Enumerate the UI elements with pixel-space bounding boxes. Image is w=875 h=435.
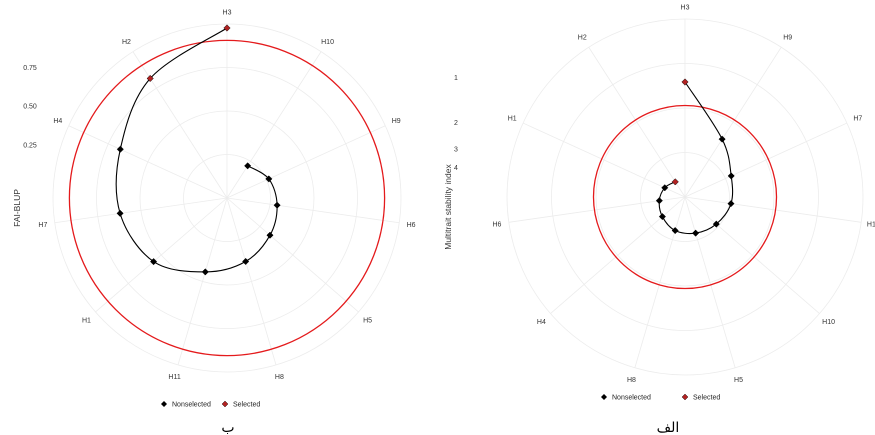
chart1-data-point-h4 [658, 213, 666, 221]
chart1-category-label: H4 [537, 319, 546, 326]
chart1-caption: الف [657, 420, 680, 435]
chart0-spoke-10 [132, 51, 228, 199]
chart0-category-label: H8 [275, 374, 284, 381]
chart0-series-line [115, 27, 278, 273]
chart1-category-label: H5 [734, 377, 743, 384]
chart0-legend-nonselected: Nonselected [172, 402, 211, 409]
chart1-spoke-3 [684, 196, 862, 223]
chart1-data-point-h7 [727, 172, 735, 180]
chart0-legend-marker-selected [221, 400, 229, 408]
chart0-category-label: H7 [38, 222, 47, 229]
chart1-legend-selected: Selected [693, 395, 720, 402]
chart1-category-label: H10 [822, 319, 835, 326]
chart1-y-tick-label: 2 [454, 120, 458, 127]
chart0-selected-point-h3 [223, 24, 231, 32]
chart0-spoke-7 [95, 197, 228, 313]
chart1-category-label: H9 [783, 35, 792, 42]
chart1-category-label: H8 [627, 377, 636, 384]
chart1-category-label: H7 [853, 116, 862, 123]
chart0-category-label: H9 [392, 118, 401, 125]
chart1-category-label: H3 [681, 5, 690, 12]
chart1-spoke-8 [508, 196, 686, 223]
chart1-y-tick-label: 4 [454, 165, 458, 172]
chart0-data-point-h7 [116, 209, 124, 217]
chart1-spoke-10 [588, 47, 686, 198]
chart1-selected-point-h3 [681, 78, 689, 86]
chart0-category-label: H6 [407, 222, 416, 229]
chart0-data-point-h9 [265, 175, 273, 183]
chart0-data-point-h1 [150, 258, 158, 266]
chart1-data-point-h6 [655, 197, 663, 205]
chart1-selection-threshold-circle [592, 104, 778, 290]
chart0-spoke-9 [68, 125, 228, 199]
chart0-category-label: H3 [223, 10, 232, 17]
chart1-spoke-5 [684, 196, 736, 368]
chart1-data-point-h11 [727, 200, 735, 208]
chart1-data-point-h10 [712, 220, 720, 228]
chart0-legend-selected: Selected [233, 402, 260, 409]
chart1-category-label: H6 [492, 222, 501, 229]
chart0-data-point-h11 [201, 268, 209, 276]
chart1-legend-nonselected: Nonselected [612, 395, 651, 402]
chart1-selected-point-h2 [671, 178, 679, 186]
chart0-spoke-8 [54, 197, 228, 224]
chart1-y-axis-title: Multitrait stability index [443, 164, 453, 250]
chart0-category-label: H10 [321, 39, 334, 46]
chart0-spoke-2 [226, 125, 386, 199]
chart1-category-label: H2 [578, 35, 587, 42]
chart0-category-label: H2 [122, 39, 131, 46]
chart0-category-label: H11 [168, 374, 180, 381]
chart1-spoke-1 [684, 47, 782, 198]
chart1-category-label: H1 [508, 116, 517, 123]
chart0-selection-threshold-circle [68, 39, 386, 357]
chart1-spoke-7 [550, 196, 686, 314]
chart0-y-tick-label: 0.75 [23, 65, 37, 72]
chart0-y-axis-title: FAI-BLUP [12, 189, 22, 227]
chart1-y-tick-label: 3 [454, 146, 458, 153]
chart0-data-point-h10 [244, 162, 252, 170]
chart1-series-line [658, 81, 734, 235]
chart1-data-point-h9 [718, 135, 726, 143]
chart1-legend-marker-nonselected [601, 394, 607, 400]
chart1-category-label: H11 [867, 222, 875, 229]
chart1-data-point-h1 [661, 184, 669, 192]
chart1-y-tick-label: 1 [454, 75, 458, 82]
chart0-data-point-h6 [273, 201, 281, 209]
chart0-spoke-6 [177, 197, 228, 366]
chart1-spoke-2 [684, 122, 848, 198]
chart1-spoke-6 [634, 196, 686, 368]
chart1-data-point-h5 [692, 229, 700, 237]
chart0-caption: ب [221, 420, 234, 435]
chart0-data-point-h4 [116, 145, 124, 153]
chart0-spoke-3 [226, 197, 400, 224]
chart0-selected-point-h2 [146, 74, 154, 83]
chart0-category-label: H1 [82, 317, 91, 324]
chart0-data-point-h8 [242, 257, 250, 266]
chart0-spoke-1 [226, 51, 322, 199]
chart1-data-point-h8 [671, 226, 679, 235]
chart0-data-point-h5 [266, 231, 274, 239]
chart0-category-label: H5 [363, 317, 372, 324]
chart0-spoke-4 [226, 197, 359, 313]
chart0-spoke-5 [226, 197, 277, 366]
chart0-category-label: H4 [53, 118, 62, 125]
chart1-spoke-9 [522, 122, 686, 198]
chart0-y-tick-label: 0.50 [23, 104, 37, 111]
chart0-legend-marker-nonselected [161, 401, 167, 407]
chart1-spoke-4 [684, 196, 820, 314]
chart1-legend-marker-selected [681, 393, 689, 401]
chart0-y-tick-label: 0.25 [23, 142, 37, 149]
